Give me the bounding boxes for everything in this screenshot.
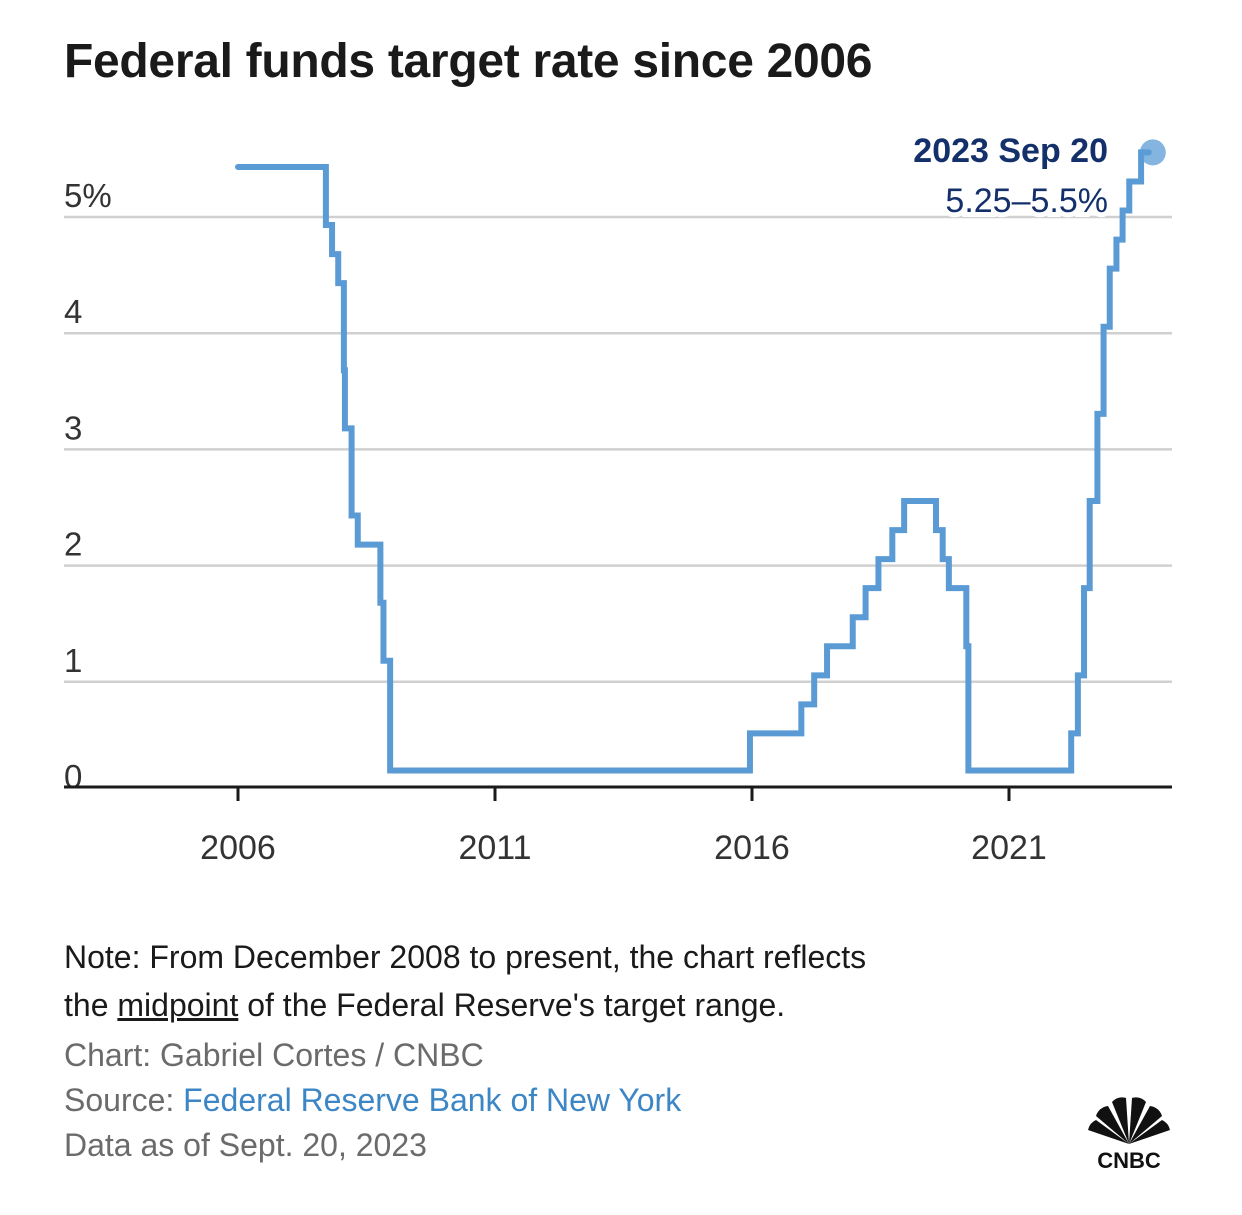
- chart-footer: Note: From December 2008 to present, the…: [64, 933, 866, 1168]
- y-tick-label: 5%: [64, 177, 112, 214]
- cnbc-wordmark: CNBC: [1097, 1148, 1161, 1172]
- note-line-2-end: of the Federal Reserve's target range.: [238, 987, 786, 1023]
- x-tick-label: 2016: [714, 829, 790, 867]
- note-midpoint-term: midpoint: [117, 987, 239, 1023]
- x-tick-label: 2021: [971, 829, 1047, 867]
- latest-rate-marker: [1139, 139, 1166, 166]
- note-line-1: Note: From December 2008 to present, the…: [64, 939, 867, 975]
- annotation-value: 5.25–5.5%: [945, 182, 1108, 220]
- chart-note: Note: From December 2008 to present, the…: [64, 933, 866, 1029]
- y-tick-label: 3: [64, 409, 82, 446]
- y-axis-ticks: 0 1 2 3 4 5%: [64, 177, 112, 795]
- chart-source: Source: Federal Reserve Bank of New York: [64, 1078, 866, 1123]
- x-axis-ticks: 2006 2011 2016 2021: [200, 787, 1047, 867]
- chart-title: Federal funds target rate since 2006: [64, 35, 873, 88]
- y-tick-label: 1: [64, 642, 82, 679]
- cnbc-logo: CNBC: [1074, 1092, 1184, 1173]
- x-tick-label: 2011: [458, 829, 531, 867]
- y-tick-label: 4: [64, 293, 82, 330]
- rate-series-line: [235, 149, 1152, 774]
- data-as-of: Data as of Sept. 20, 2023: [64, 1127, 427, 1163]
- chart-credit: Chart: Gabriel Cortes / CNBC: [64, 1037, 484, 1073]
- note-line-2-start: the: [64, 987, 118, 1023]
- rate-chart: 0 1 2 3 4 5% 2006 2011 2016 2021 2023 Sep 20 5.2…: [64, 132, 1172, 867]
- gridlines: [64, 215, 1172, 684]
- source-link[interactable]: Federal Reserve Bank of New York: [183, 1082, 682, 1118]
- source-label: Source:: [64, 1082, 184, 1118]
- annotation-date: 2023 Sep 20: [913, 132, 1108, 170]
- x-tick-label: 2006: [200, 829, 276, 867]
- cnbc-peacock-icon: CNBC: [1088, 1097, 1170, 1173]
- y-tick-label: 2: [64, 526, 82, 563]
- y-tick-label: 0: [64, 758, 82, 795]
